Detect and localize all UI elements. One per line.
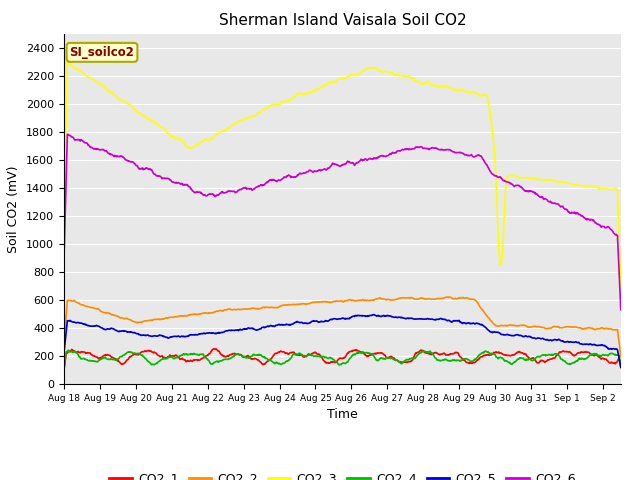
CO2_3 <box>617 284 625 289</box>
CO2_2 <box>443 294 451 300</box>
X-axis label: Time: Time <box>327 408 358 421</box>
Line: CO2_2: CO2_2 <box>64 297 621 357</box>
CO2_4 <box>60 366 68 372</box>
CO2_5 <box>443 318 451 324</box>
CO2_2 <box>285 302 293 308</box>
CO2_1 <box>617 364 625 370</box>
CO2_4 <box>306 352 314 358</box>
CO2_5 <box>117 328 125 334</box>
Line: CO2_1: CO2_1 <box>64 349 621 370</box>
Line: CO2_3: CO2_3 <box>64 60 621 287</box>
CO2_4 <box>286 357 294 362</box>
Text: SI_soilco2: SI_soilco2 <box>70 46 134 59</box>
CO2_3 <box>505 173 513 179</box>
CO2_5 <box>505 332 513 338</box>
CO2_1 <box>495 349 502 355</box>
CO2_6 <box>118 154 125 159</box>
Title: Sherman Island Vaisala Soil CO2: Sherman Island Vaisala Soil CO2 <box>219 13 466 28</box>
Line: CO2_6: CO2_6 <box>64 134 621 310</box>
CO2_2 <box>617 354 625 360</box>
CO2_3 <box>306 89 314 95</box>
Legend: CO2_1, CO2_2, CO2_3, CO2_4, CO2_5, CO2_6: CO2_1, CO2_2, CO2_3, CO2_4, CO2_5, CO2_6 <box>104 468 580 480</box>
CO2_3 <box>495 244 502 250</box>
CO2_4 <box>443 357 451 363</box>
CO2_3 <box>443 85 451 91</box>
CO2_1 <box>505 352 513 358</box>
CO2_5 <box>370 312 378 317</box>
CO2_5 <box>617 364 625 370</box>
CO2_2 <box>305 301 313 307</box>
CO2_6 <box>306 167 314 173</box>
CO2_3 <box>63 57 71 63</box>
CO2_2 <box>60 339 68 345</box>
CO2_5 <box>60 350 68 356</box>
CO2_6 <box>495 174 502 180</box>
CO2_1 <box>60 367 68 372</box>
CO2_1 <box>286 350 294 356</box>
CO2_5 <box>495 330 502 336</box>
CO2_2 <box>495 324 502 329</box>
CO2_5 <box>285 322 293 327</box>
CO2_6 <box>443 147 451 153</box>
CO2_6 <box>286 173 294 179</box>
CO2_1 <box>210 346 218 352</box>
CO2_4 <box>617 363 625 369</box>
CO2_1 <box>443 352 451 358</box>
CO2_4 <box>65 347 72 353</box>
CO2_2 <box>505 323 513 328</box>
CO2_5 <box>305 320 313 326</box>
CO2_6 <box>617 307 625 312</box>
CO2_6 <box>64 132 72 137</box>
CO2_3 <box>286 97 294 103</box>
CO2_6 <box>60 257 68 263</box>
Y-axis label: Soil CO2 (mV): Soil CO2 (mV) <box>8 165 20 252</box>
CO2_4 <box>118 354 125 360</box>
CO2_2 <box>442 294 450 300</box>
CO2_3 <box>60 218 68 224</box>
CO2_6 <box>505 180 513 185</box>
CO2_2 <box>117 315 125 321</box>
Line: CO2_4: CO2_4 <box>64 350 621 369</box>
Line: CO2_5: CO2_5 <box>64 314 621 367</box>
CO2_3 <box>118 97 125 103</box>
CO2_4 <box>505 360 513 365</box>
CO2_1 <box>117 361 125 367</box>
CO2_1 <box>306 352 314 358</box>
CO2_4 <box>495 355 502 360</box>
